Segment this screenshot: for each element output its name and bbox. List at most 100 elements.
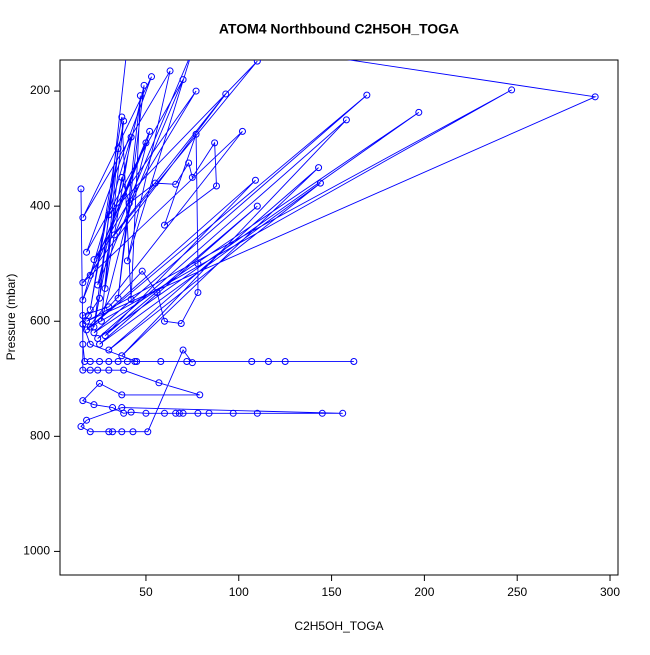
- data-point: [109, 428, 117, 436]
- data-point: [105, 358, 113, 366]
- data-point: [138, 267, 146, 275]
- data-point: [77, 423, 85, 431]
- data-point: [205, 409, 213, 417]
- data-point: [161, 221, 169, 229]
- data-point: [350, 358, 358, 366]
- y-tick-label: 600: [30, 313, 50, 327]
- data-point: [161, 317, 169, 325]
- data-point: [363, 91, 371, 99]
- data-point: [79, 279, 87, 287]
- data-point: [144, 428, 152, 436]
- data-point: [83, 416, 91, 424]
- y-tick-label: 800: [30, 428, 50, 442]
- x-axis-label: C2H5OH_TOGA: [294, 619, 383, 633]
- x-tick-label: 200: [414, 585, 434, 599]
- data-point: [114, 145, 122, 153]
- data-point: [188, 173, 196, 181]
- data-point: [194, 260, 202, 268]
- data-point: [105, 211, 113, 219]
- data-point: [90, 401, 98, 409]
- data-point: [142, 139, 150, 147]
- data-point: [146, 127, 154, 135]
- data-point: [131, 358, 139, 366]
- data-point: [415, 108, 423, 116]
- data-point: [105, 428, 113, 436]
- data-point: [142, 409, 150, 417]
- plot-area: [77, 60, 599, 436]
- data-point: [105, 366, 113, 374]
- data-point: [508, 86, 516, 94]
- data-point: [109, 404, 117, 412]
- data-point: [238, 127, 246, 135]
- data-point: [83, 317, 91, 325]
- data-point: [136, 92, 144, 100]
- data-point: [185, 159, 193, 167]
- data-point: [118, 352, 126, 360]
- data-point: [318, 409, 326, 417]
- data-point: [123, 257, 131, 265]
- y-tick-label: 200: [30, 83, 50, 97]
- data-point: [86, 340, 94, 348]
- data-point: [86, 306, 94, 314]
- data-point: [118, 173, 126, 181]
- data-point: [90, 256, 98, 264]
- data-point: [342, 116, 350, 124]
- data-point: [212, 182, 220, 190]
- data-point: [172, 409, 180, 417]
- data-point: [192, 130, 200, 138]
- data-point: [96, 379, 104, 387]
- data-point: [101, 332, 109, 340]
- data-point: [127, 295, 135, 303]
- data-point: [79, 296, 87, 304]
- data-point: [127, 133, 135, 141]
- y-tick-label: 400: [30, 198, 50, 212]
- data-point: [79, 311, 87, 319]
- data-point: [251, 176, 259, 184]
- data-point: [90, 323, 98, 331]
- data-point: [264, 358, 272, 366]
- data-point: [155, 379, 163, 387]
- data-point: [97, 317, 105, 325]
- data-point: [114, 294, 122, 302]
- x-tick-label: 50: [139, 585, 153, 599]
- data-point: [166, 67, 174, 75]
- data-point: [83, 248, 91, 256]
- data-point: [339, 409, 347, 417]
- data-point: [94, 366, 102, 374]
- data-point: [118, 404, 126, 412]
- data-point: [96, 358, 104, 366]
- data-point: [157, 358, 165, 366]
- data-point: [148, 73, 156, 81]
- chart-title: ATOM4 Northbound C2H5OH_TOGA: [219, 21, 459, 37]
- data-point: [86, 428, 94, 436]
- data-point: [591, 93, 599, 101]
- y-tick-label: 1000: [23, 544, 50, 558]
- data-point: [96, 294, 104, 302]
- data-point: [79, 214, 87, 222]
- data-point: [188, 359, 196, 367]
- data-point: [179, 409, 187, 417]
- data-point: [118, 391, 126, 399]
- data-point: [253, 409, 261, 417]
- data-point: [153, 288, 161, 296]
- data-point: [315, 164, 323, 172]
- data-point: [114, 358, 122, 366]
- data-point: [94, 281, 102, 289]
- data-point: [129, 428, 137, 436]
- data-point: [192, 87, 200, 95]
- x-tick-label: 100: [229, 585, 249, 599]
- data-point: [253, 202, 261, 210]
- data-point: [101, 284, 109, 292]
- data-point: [133, 358, 141, 366]
- data-point: [151, 179, 159, 187]
- data-point: [222, 90, 230, 98]
- plot-frame: [59, 59, 619, 576]
- data-point: [96, 340, 104, 348]
- data-point: [105, 303, 113, 311]
- x-tick-label: 300: [600, 585, 620, 599]
- data-point: [79, 366, 87, 374]
- x-tick-label: 150: [322, 585, 342, 599]
- data-point: [179, 76, 187, 84]
